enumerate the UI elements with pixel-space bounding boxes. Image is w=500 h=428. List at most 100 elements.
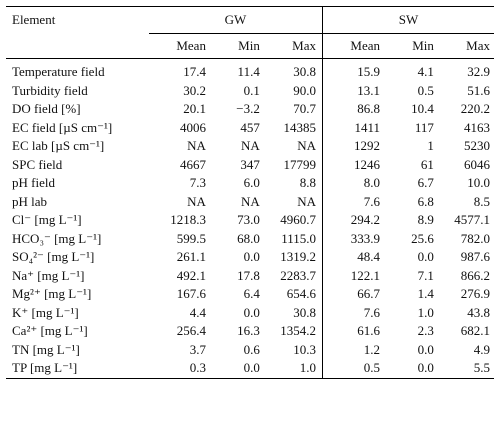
sw-mean-cell: 48.4 <box>322 248 380 267</box>
gw-min-cell: −3.2 <box>236 101 260 116</box>
sw-min-cell: 2.3 <box>417 323 434 338</box>
gw-min-cell: 17.8 <box>237 267 260 283</box>
element-cell: Turbidity field <box>12 82 88 98</box>
sw-mean-cell: 122.1 <box>322 266 380 285</box>
gw-max-cell: NA <box>297 138 316 153</box>
sw-max-cell: 51.6 <box>467 82 490 98</box>
gw-max-cell: 70.7 <box>293 101 316 116</box>
gw-label: GW <box>224 12 247 27</box>
element-cell: TN [mg L⁻¹] <box>12 341 80 357</box>
element-cell: DO field [%] <box>12 101 81 116</box>
sw-min-cell: 6.8 <box>417 193 434 209</box>
sw-max-cell: 4163 <box>464 119 490 135</box>
element-cell: pH field <box>12 175 55 190</box>
gw-mean-cell: 599.5 <box>176 230 206 246</box>
sw-mean-header: Mean <box>322 33 380 59</box>
element-cell: Ca²⁺ [mg L⁻¹] <box>12 323 88 338</box>
gw-mean-cell: 492.1 <box>176 267 206 283</box>
gw-mean-cell: 7.3 <box>189 175 206 190</box>
sw-max-header: Max <box>433 33 494 59</box>
element-cell: EC field [µS cm⁻¹] <box>12 119 113 135</box>
sw-min-cell: 8.9 <box>417 212 434 227</box>
gw-max-cell: NA <box>297 193 316 209</box>
element-cell: EC lab [µS cm⁻¹] <box>12 138 105 153</box>
gw-max-cell: 8.8 <box>299 175 316 190</box>
gw-min-cell: 11.4 <box>205 58 260 82</box>
sw-min-cell: 1.4 <box>417 286 434 301</box>
gw-max-cell: 90.0 <box>293 82 316 98</box>
gw-min-cell: 16.3 <box>237 323 260 338</box>
sw-min-cell: 6.7 <box>417 175 434 190</box>
sw-max-cell: 220.2 <box>460 101 490 116</box>
gw-max-cell: 30.8 <box>293 304 316 320</box>
gw-min-cell: NA <box>241 138 260 153</box>
gw-min-header: Min <box>205 33 260 59</box>
sw-min-cell: 7.1 <box>417 267 434 283</box>
element-cell: SPC field <box>12 156 63 172</box>
sw-mean-cell: 8.0 <box>322 174 380 193</box>
gw-max-cell: 17799 <box>283 156 317 172</box>
gw-mean-cell: 256.4 <box>176 323 206 338</box>
table-row: SO₄²⁻ [mg L⁻¹] 261.1 0.0 1319.2 48.4 0.0… <box>6 248 494 267</box>
sw-max-cell: 987.6 <box>460 249 490 264</box>
sw-label: SW <box>398 12 419 27</box>
sw-min-cell: 117 <box>414 119 434 135</box>
sw-mean-cell: 1.2 <box>322 340 380 359</box>
sw-mean-cell: 15.9 <box>322 58 380 82</box>
element-cell: Temperature field <box>6 58 149 82</box>
sw-max-cell: 782.0 <box>460 230 490 246</box>
sw-max-cell: 10.0 <box>467 175 490 190</box>
table-row: Temperature field 17.4 11.4 30.8 15.9 4.… <box>6 58 494 82</box>
gw-min-cell: 0.1 <box>243 82 260 98</box>
table-row: K⁺ [mg L⁻¹] 4.4 0.0 30.8 7.6 1.0 43.8 <box>6 303 494 322</box>
element-cell: Mg²⁺ [mg L⁻¹] <box>12 286 92 301</box>
gw-mean-cell: 4.4 <box>189 304 206 320</box>
gw-mean-cell: NA <box>187 138 206 153</box>
gw-max-cell: 1319.2 <box>280 249 316 264</box>
sw-mean-cell: 333.9 <box>322 229 380 248</box>
sw-mean-cell: 1411 <box>322 118 380 137</box>
gw-min-cell: 0.0 <box>243 249 260 264</box>
table-row: pH lab NA NA NA 7.6 6.8 8.5 <box>6 192 494 211</box>
gw-mean-cell: 261.1 <box>176 249 206 264</box>
gw-mean-cell: 17.4 <box>148 58 206 82</box>
sw-mean-cell: 66.7 <box>322 285 380 304</box>
gw-max-cell: 4960.7 <box>280 212 316 227</box>
sw-mean-cell: 7.6 <box>322 192 380 211</box>
sw-mean-cell: 13.1 <box>322 81 380 100</box>
gw-mean-cell: 4667 <box>179 156 206 172</box>
gw-max-cell: 14385 <box>283 119 317 135</box>
sw-min-cell: 1.0 <box>417 304 434 320</box>
sw-min-header: Min <box>380 33 434 59</box>
sw-max-cell: 276.9 <box>460 286 490 301</box>
element-cell: TP [mg L⁻¹] <box>6 359 149 379</box>
sw-min-cell: 0.0 <box>380 359 434 379</box>
table-row: TN [mg L⁻¹] 3.7 0.6 10.3 1.2 0.0 4.9 <box>6 340 494 359</box>
gw-mean-cell: 0.3 <box>148 359 206 379</box>
gw-min-cell: 347 <box>240 156 260 172</box>
gw-max-cell: 30.8 <box>259 58 323 82</box>
sw-min-cell: 0.0 <box>417 341 434 357</box>
blank-header-cell <box>6 34 149 59</box>
sw-max-cell: 866.2 <box>460 267 490 283</box>
element-cell: K⁺ [mg L⁻¹] <box>12 304 79 320</box>
gw-mean-cell: 1218.3 <box>170 212 206 227</box>
sw-min-cell: 0.0 <box>417 249 434 264</box>
gw-max-cell: 2283.7 <box>280 267 316 283</box>
table-row: pH field 7.3 6.0 8.8 8.0 6.7 10.0 <box>6 174 494 193</box>
gw-min-cell: 6.4 <box>243 286 260 301</box>
sw-max-cell: 682.1 <box>460 323 490 338</box>
gw-max-cell: 1115.0 <box>281 230 316 246</box>
sw-group-header: SW <box>322 6 494 34</box>
sw-min-cell: 4.1 <box>380 58 434 82</box>
sw-mean-cell: 1292 <box>322 137 380 156</box>
water-quality-table: Element GW SW Mean Min Max Mean Min Max … <box>6 6 494 379</box>
sw-max-cell: 8.5 <box>473 193 490 209</box>
element-cell: Na⁺ [mg L⁻¹] <box>12 267 85 283</box>
table-row: Na⁺ [mg L⁻¹] 492.1 17.8 2283.7 122.1 7.1… <box>6 266 494 285</box>
group-header-row: Element GW SW <box>6 6 494 34</box>
sw-min-cell: 0.5 <box>417 82 434 98</box>
gw-min-cell: 0.6 <box>243 341 260 357</box>
sw-min-cell: 25.6 <box>411 230 434 246</box>
